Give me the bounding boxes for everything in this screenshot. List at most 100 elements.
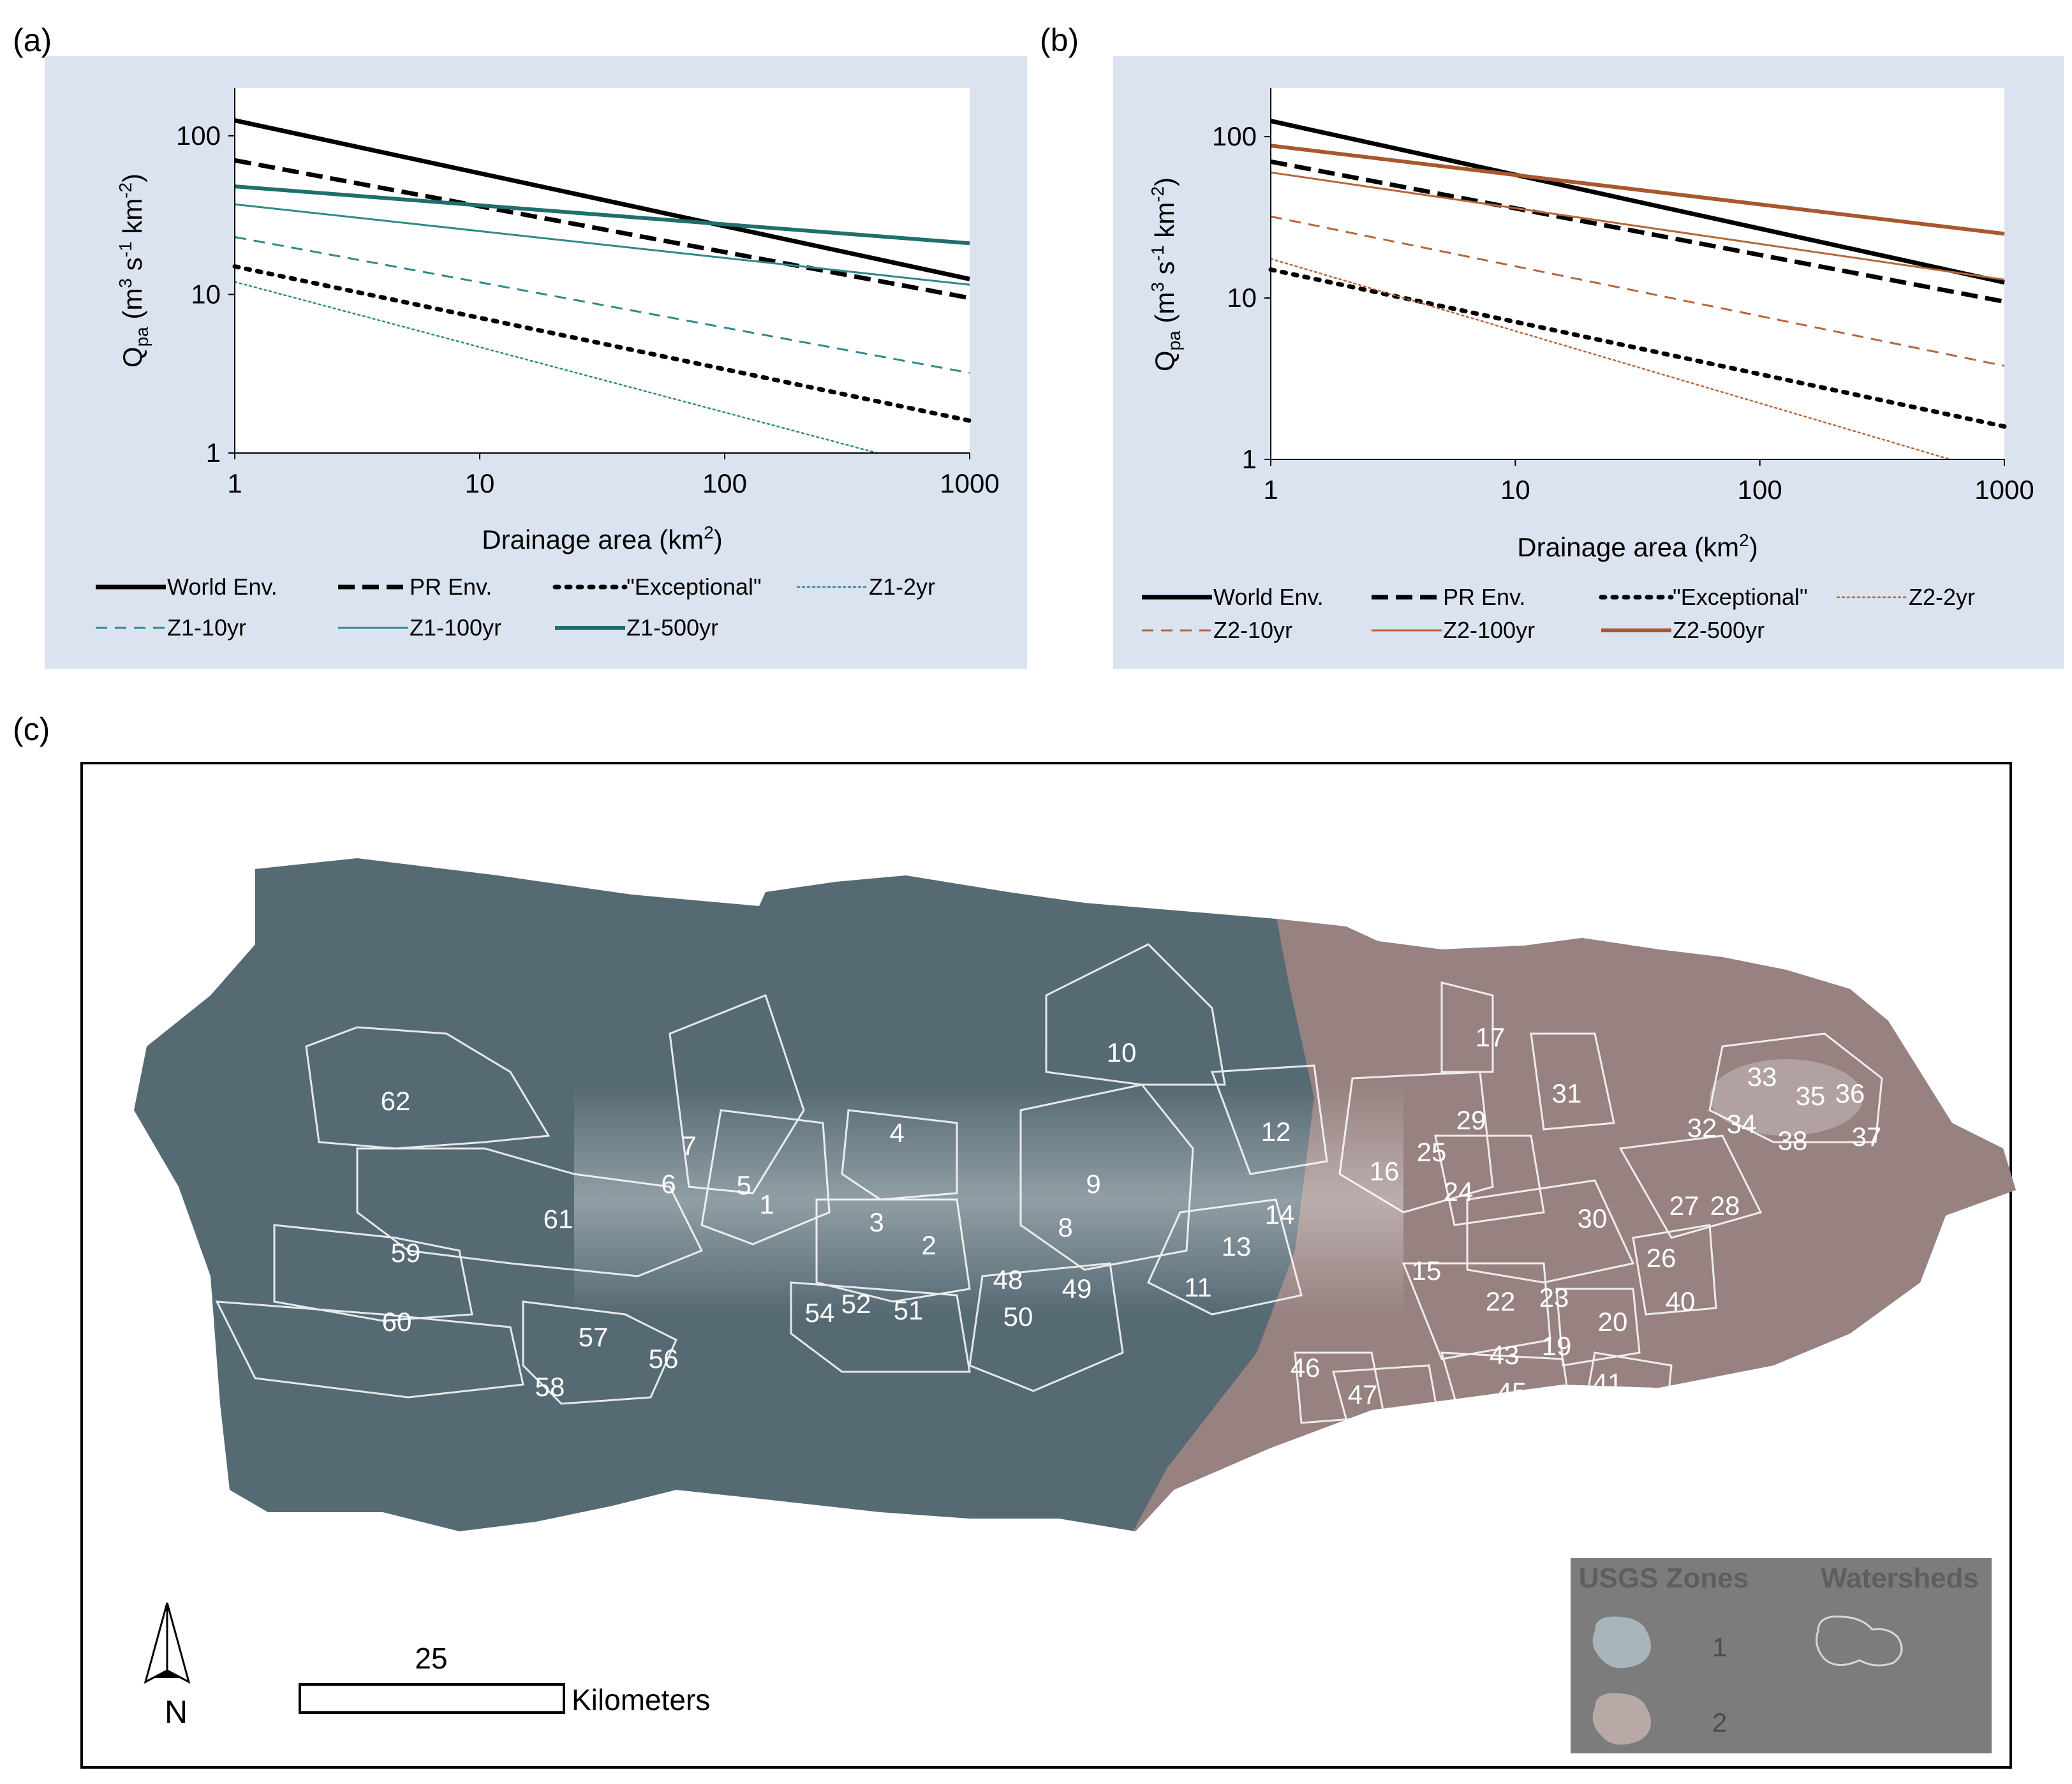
legend-label: World Env.	[167, 574, 278, 600]
watershed-label: 11	[1184, 1272, 1212, 1302]
watershed-label: 28	[1710, 1191, 1740, 1221]
y-tick-label: 1	[1242, 444, 1257, 474]
chart-b-legend: World Env. PR Env. "Exceptional" Z2-2yr Z2-1…	[1142, 584, 1975, 643]
map-panel: 62 61 59 60 57 58 56 7 6 5 1 4 3 2 54 52…	[80, 762, 2016, 1769]
y-tick-label: 1	[206, 438, 221, 468]
watershed-label: 59	[391, 1238, 421, 1268]
x-tick-label: 1000	[940, 468, 999, 498]
watershed-label: 36	[1835, 1078, 1865, 1108]
x-tick-label: 1	[227, 468, 242, 498]
chart-b-series-group	[1268, 119, 2007, 461]
watershed-label: 60	[382, 1307, 412, 1337]
watershed-label: 27	[1669, 1191, 1699, 1221]
watershed-swatch	[1816, 1615, 1903, 1667]
watershed-label: 14	[1265, 1200, 1295, 1230]
watershed-label: 16	[1370, 1156, 1400, 1186]
x-tick-label: 10	[465, 468, 495, 498]
watershed-label: 32	[1687, 1113, 1717, 1143]
chart-a-ylabel: Qpa (m3 s-1 km-2)	[115, 174, 152, 368]
series-line-z1-10yr	[234, 236, 970, 374]
legend-label: Z2-2yr	[1909, 584, 1975, 610]
x-tick-label: 100	[702, 468, 747, 498]
panel-label-c: (c)	[13, 711, 50, 747]
watershed-label: 7	[681, 1131, 696, 1161]
watershed-label: 31	[1552, 1078, 1582, 1108]
watershed-label: 26	[1647, 1243, 1676, 1273]
legend-label: "Exceptional"	[626, 574, 762, 600]
series-line-world-env	[234, 118, 970, 281]
chart-a: 1 10 100 1000 1 10 100 Drainage area (km2) Qpa…	[45, 56, 1027, 669]
chart-a-ticks: 1 10 100 1000 1 10 100	[176, 121, 1000, 498]
chart-a-series-group	[232, 118, 972, 454]
series-line-exceptional	[232, 264, 972, 423]
legend-label: PR Env.	[410, 574, 492, 600]
map-legend: USGS Zones Watersheds 1 2	[1571, 1558, 1992, 1753]
watershed-label: 47	[1348, 1379, 1378, 1409]
watershed-label: 5	[736, 1170, 751, 1200]
watershed-label: 3	[869, 1207, 884, 1237]
north-arrow-icon: N	[144, 1602, 191, 1730]
watershed-label: 29	[1456, 1105, 1486, 1135]
legend-title-watersheds: Watersheds	[1821, 1563, 1979, 1594]
legend-zone-2-label: 2	[1712, 1707, 1727, 1737]
watershed-label: 40	[1666, 1286, 1696, 1316]
north-arrow-label: N	[165, 1694, 188, 1730]
zone-2-swatch	[1592, 1693, 1651, 1745]
series-line-pr-env	[234, 158, 970, 301]
y-tick-label: 100	[176, 121, 221, 151]
watershed-label: 6	[661, 1169, 676, 1199]
watershed-label: 46	[1291, 1353, 1321, 1383]
series-line-z1-2yr	[233, 281, 878, 454]
series-line-z2-100yr	[1270, 171, 2005, 281]
zone-1-swatch	[1592, 1616, 1651, 1669]
panel-label-a: (a)	[13, 22, 52, 58]
watershed-label: 4	[889, 1118, 904, 1148]
legend-label: PR Env.	[1443, 584, 1525, 610]
watershed-label: 25	[1417, 1137, 1447, 1167]
watershed-label: 43	[1490, 1340, 1520, 1370]
watershed-label: 54	[805, 1298, 835, 1328]
watershed-label: 22	[1486, 1286, 1516, 1316]
legend-label: Z1-2yr	[869, 574, 935, 600]
y-tick-label: 10	[191, 279, 221, 309]
watershed-label: 12	[1261, 1117, 1291, 1147]
watershed-label: 13	[1222, 1231, 1252, 1261]
watershed-label: 30	[1578, 1203, 1608, 1233]
chart-b-ylabel: Qpa (m3 s-1 km-2)	[1148, 177, 1184, 371]
scale-bar-box	[299, 1683, 565, 1714]
watershed-label: 19	[1542, 1331, 1572, 1361]
y-tick-label: 10	[1227, 283, 1257, 313]
chart-b: 1 10 100 1000 1 10 100 Drainage area (km2) Qpa…	[1113, 56, 2064, 669]
watershed-label: 61	[544, 1204, 574, 1234]
watershed-label: 62	[381, 1086, 411, 1116]
watershed-label: 10	[1107, 1037, 1137, 1067]
series-line-z2-2yr	[1269, 258, 1951, 461]
legend-zone-1-label: 1	[1712, 1632, 1727, 1662]
legend-label: Z1-10yr	[167, 614, 246, 641]
series-line-z2-500yr	[1270, 144, 2005, 236]
watershed-label: 17	[1476, 1022, 1506, 1052]
y-tick-label: 100	[1212, 121, 1257, 151]
watershed-label: 20	[1598, 1307, 1628, 1337]
legend-label: Z2-100yr	[1443, 617, 1535, 643]
watershed-label: 52	[841, 1289, 871, 1319]
legend-label: Z1-100yr	[410, 614, 501, 641]
watershed-label: 56	[649, 1344, 679, 1374]
series-line-z1-100yr	[234, 203, 970, 286]
series-line-z2-10yr	[1270, 215, 2005, 367]
chart-b-ticks: 1 10 100 1000 1 10 100	[1212, 121, 2034, 505]
watershed-label: 48	[993, 1265, 1023, 1295]
legend-label: Z2-10yr	[1213, 617, 1292, 643]
watershed-label: 34	[1727, 1109, 1757, 1139]
scale-bar-value: 25	[415, 1642, 447, 1675]
watershed-label: 2	[921, 1230, 936, 1260]
x-tick-label: 10	[1500, 475, 1530, 505]
watershed-label: 51	[894, 1295, 924, 1325]
chart-a-legend: World Env. PR Env. "Exceptional" Z1-2yr Z1-1…	[96, 574, 935, 641]
x-tick-label: 1	[1263, 475, 1278, 505]
watershed-label: 50	[1003, 1302, 1033, 1332]
legend-title-zones: USGS Zones	[1579, 1563, 1749, 1594]
legend-label: Z1-500yr	[626, 614, 718, 641]
chart-a-xlabel: Drainage area (km2)	[482, 523, 722, 554]
